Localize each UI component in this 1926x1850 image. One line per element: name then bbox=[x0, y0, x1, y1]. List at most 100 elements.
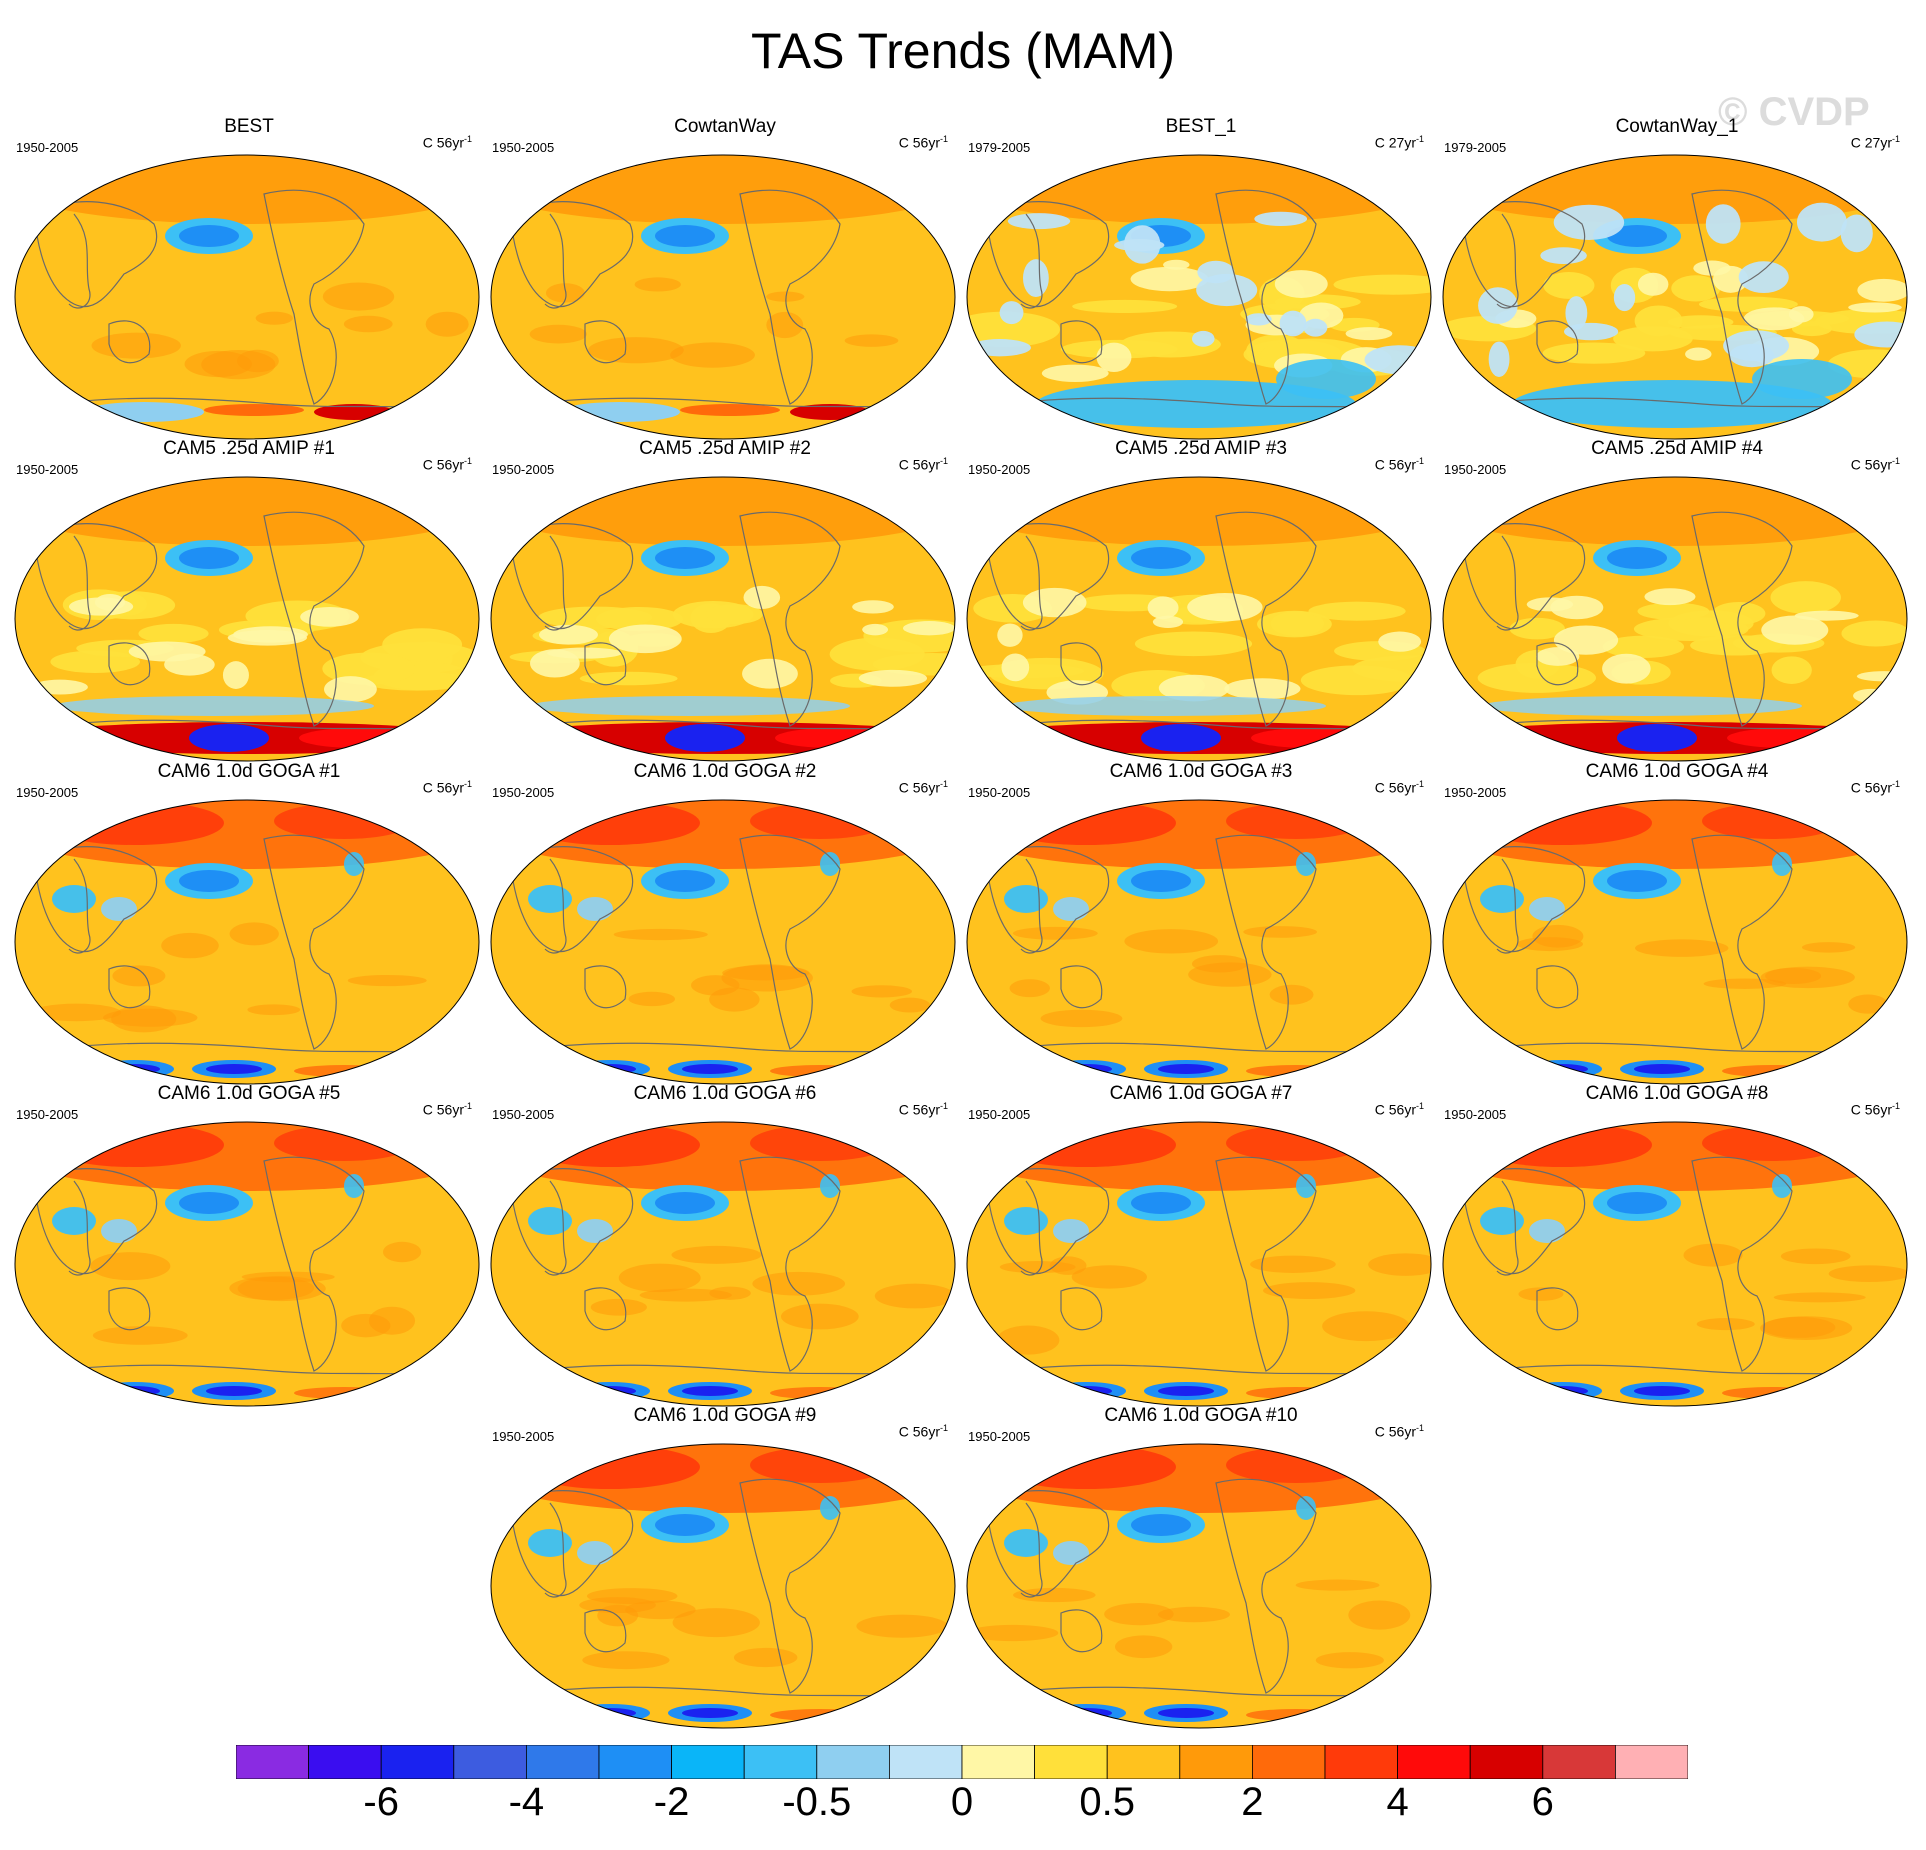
panel-period: 1950-2005 bbox=[1444, 785, 1507, 800]
map-panel: BEST_1 1979-2005 C 27yr-1 bbox=[966, 114, 1436, 440]
units-exponent: -1 bbox=[1891, 456, 1900, 466]
panel-title: CAM6 1.0d GOGA #2 bbox=[633, 761, 817, 782]
units-exponent: -1 bbox=[1891, 1101, 1900, 1111]
units-exponent: -1 bbox=[939, 456, 948, 466]
panel-units: C 56yr-1 bbox=[899, 779, 948, 796]
map-border bbox=[490, 799, 956, 1085]
units-exponent: -1 bbox=[1415, 1423, 1424, 1433]
map-border bbox=[14, 154, 480, 440]
map-robinson-projection bbox=[14, 476, 480, 762]
figure-title: TAS Trends (MAM) bbox=[750, 23, 1176, 79]
map-border bbox=[490, 154, 956, 440]
colorbar-swatch bbox=[1469, 1745, 1544, 1779]
panel-period: 1950-2005 bbox=[968, 462, 1031, 477]
panel-units: C 56yr-1 bbox=[1851, 1101, 1900, 1118]
panel-units: C 56yr-1 bbox=[423, 134, 472, 151]
panel-units: C 56yr-1 bbox=[1851, 456, 1900, 473]
panel-units: C 56yr-1 bbox=[1375, 779, 1424, 796]
map-border bbox=[14, 1121, 480, 1407]
map-robinson-projection bbox=[490, 1121, 956, 1407]
colorbar-swatch bbox=[889, 1745, 963, 1779]
panel-title: CAM5 .25d AMIP #3 bbox=[1115, 438, 1287, 459]
map-panel: CAM6 1.0d GOGA #7 1950-2005 C 56yr-1 bbox=[966, 1081, 1436, 1407]
map-panel: CAM6 1.0d GOGA #1 1950-2005 C 56yr-1 bbox=[14, 759, 484, 1085]
map-robinson-projection bbox=[1442, 154, 1908, 440]
colorbar-swatch bbox=[598, 1745, 672, 1779]
map-border bbox=[966, 154, 1432, 440]
panel-period: 1950-2005 bbox=[1444, 1107, 1507, 1122]
units-exponent: -1 bbox=[939, 1101, 948, 1111]
panel-title: CAM6 1.0d GOGA #1 bbox=[157, 761, 341, 782]
panel-units: C 56yr-1 bbox=[899, 456, 948, 473]
map-panel: CAM6 1.0d GOGA #4 1950-2005 C 56yr-1 bbox=[1442, 759, 1912, 1085]
colorbar-swatch bbox=[1324, 1745, 1398, 1779]
units-text: C 56yr bbox=[422, 779, 464, 796]
panel-title: CAM6 1.0d GOGA #6 bbox=[633, 1083, 817, 1104]
temperature-trend-field bbox=[1443, 477, 1907, 761]
panel-period: 1950-2005 bbox=[1444, 462, 1507, 477]
colorbar-tick-label: -6 bbox=[363, 1780, 399, 1824]
map-border bbox=[490, 1121, 956, 1407]
panel-title: CAM6 1.0d GOGA #8 bbox=[1585, 1083, 1769, 1104]
map-panel: CAM6 1.0d GOGA #2 1950-2005 C 56yr-1 bbox=[490, 759, 960, 1085]
map-panel: CAM6 1.0d GOGA #6 1950-2005 C 56yr-1 bbox=[490, 1081, 960, 1407]
temperature-trend-field bbox=[1443, 800, 1907, 1084]
colorbar-swatch bbox=[236, 1745, 309, 1779]
colorbar-swatch bbox=[743, 1745, 818, 1779]
units-exponent: -1 bbox=[463, 779, 472, 789]
panel-period: 1950-2005 bbox=[16, 1107, 79, 1122]
panel-title: CAM5 .25d AMIP #1 bbox=[163, 438, 335, 459]
units-text: C 56yr bbox=[898, 1101, 940, 1118]
units-text: C 56yr bbox=[1850, 779, 1892, 796]
panel-period: 1950-2005 bbox=[492, 140, 555, 155]
map-panel: CAM5 .25d AMIP #2 1950-2005 C 56yr-1 bbox=[490, 436, 960, 762]
panel-period: 1950-2005 bbox=[492, 785, 555, 800]
panel-units: C 56yr-1 bbox=[899, 1101, 948, 1118]
temperature-trend-field bbox=[967, 477, 1431, 761]
map-border bbox=[966, 476, 1432, 762]
units-text: C 56yr bbox=[422, 134, 464, 151]
map-panel: CowtanWay 1950-2005 C 56yr-1 bbox=[490, 114, 960, 440]
colorbar-swatch bbox=[308, 1745, 382, 1779]
colorbar-swatch bbox=[671, 1745, 745, 1779]
panel-units: C 56yr-1 bbox=[423, 456, 472, 473]
colorbar-swatch bbox=[1106, 1745, 1181, 1779]
panel-title: CAM5 .25d AMIP #2 bbox=[639, 438, 811, 459]
units-text: C 56yr bbox=[1850, 456, 1892, 473]
cvdp-watermark: © CVDP bbox=[1718, 90, 1870, 134]
temperature-trend-field bbox=[491, 800, 955, 1084]
panel-units: C 56yr-1 bbox=[899, 134, 948, 151]
panel-title: CAM5 .25d AMIP #4 bbox=[1591, 438, 1763, 459]
panel-units: C 56yr-1 bbox=[423, 1101, 472, 1118]
map-panel: CAM5 .25d AMIP #3 1950-2005 C 56yr-1 bbox=[966, 436, 1436, 762]
units-text: C 56yr bbox=[1374, 456, 1416, 473]
temperature-trend-field bbox=[1443, 1122, 1907, 1406]
units-text: C 56yr bbox=[898, 134, 940, 151]
map-robinson-projection bbox=[14, 154, 480, 440]
map-robinson-projection bbox=[490, 154, 956, 440]
map-panel: CAM6 1.0d GOGA #9 1950-2005 C 56yr-1 bbox=[490, 1403, 960, 1729]
units-text: C 56yr bbox=[1374, 1101, 1416, 1118]
map-robinson-projection bbox=[490, 476, 956, 762]
map-border bbox=[966, 1121, 1432, 1407]
colorbar-tick-label: 2 bbox=[1241, 1780, 1264, 1824]
panel-title: CAM6 1.0d GOGA #4 bbox=[1585, 761, 1769, 782]
units-exponent: -1 bbox=[939, 779, 948, 789]
units-text: C 56yr bbox=[1374, 779, 1416, 796]
map-border bbox=[1442, 476, 1908, 762]
colorbar-tick-label: 6 bbox=[1531, 1780, 1554, 1824]
map-panel: CAM6 1.0d GOGA #10 1950-2005 C 56yr-1 bbox=[966, 1403, 1436, 1729]
units-text: C 56yr bbox=[898, 779, 940, 796]
panel-period: 1950-2005 bbox=[16, 462, 79, 477]
panel-title: CAM6 1.0d GOGA #3 bbox=[1109, 761, 1293, 782]
map-panel: CowtanWay_1 1979-2005 C 27yr-1 bbox=[1442, 114, 1912, 440]
panel-units: C 56yr-1 bbox=[899, 1423, 948, 1440]
panel-period: 1979-2005 bbox=[1444, 140, 1507, 155]
colorbar-swatch bbox=[1615, 1745, 1688, 1779]
temperature-trend-field bbox=[491, 155, 955, 439]
map-panel: CAM6 1.0d GOGA #5 1950-2005 C 56yr-1 bbox=[14, 1081, 484, 1407]
temperature-trend-field bbox=[967, 1444, 1431, 1728]
colorbar bbox=[236, 1745, 1688, 1779]
units-exponent: -1 bbox=[1415, 1101, 1424, 1111]
panel-period: 1950-2005 bbox=[16, 140, 79, 155]
